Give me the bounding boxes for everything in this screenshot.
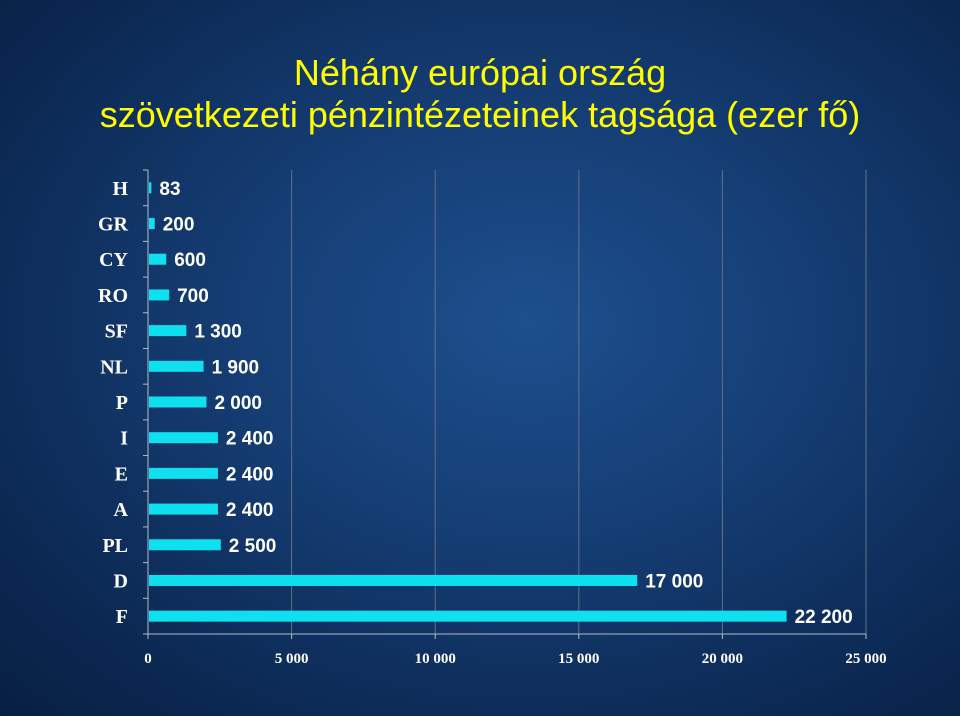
value-label: 17 000 [645,571,703,592]
bar [149,253,167,265]
value-label: 2 400 [226,429,274,450]
category-label: GR [98,214,129,236]
value-label: 22 200 [795,607,853,628]
bar [149,574,638,586]
bar [149,432,218,444]
value-label: 2 400 [226,464,274,485]
category-label: CY [99,249,128,271]
category-label: PL [102,535,128,557]
value-label: 2 500 [229,536,277,557]
category-label: SF [105,321,128,343]
title-line-2: szövetkezeti pénzintézeteinek tagsága (e… [99,94,861,135]
value-label: 1 300 [194,322,242,343]
bar [149,539,221,551]
x-tick-label: 25 000 [845,651,886,667]
bar [149,289,170,301]
x-tick-label: 20 000 [702,651,743,667]
bar [149,503,218,515]
category-label: I [120,428,128,450]
bar [149,467,218,479]
category-label: RO [98,285,128,307]
x-tick-label: 10 000 [415,651,456,667]
x-tick-label: 5 000 [275,651,309,667]
category-label: F [116,606,128,628]
title-line-1: Néhány európai ország [293,52,667,93]
bar [149,610,787,622]
slide-title: Néhány európai ország szövetkezeti pénzi… [0,52,960,136]
bar [149,218,155,230]
bar [149,360,204,372]
value-label: 200 [163,215,195,236]
category-label: NL [100,356,128,378]
category-label: P [116,392,128,414]
category-label: H [112,178,128,200]
x-tick-label: 0 [144,651,152,667]
value-label: 2 000 [214,393,262,414]
value-label: 83 [159,179,180,200]
value-label: 700 [177,286,209,307]
bar [149,325,187,337]
category-label: D [114,570,128,592]
value-label: 1 900 [212,357,260,378]
bar [149,182,152,194]
value-label: 600 [174,250,206,271]
category-label: A [114,499,129,521]
bar [149,396,207,408]
category-label: E [115,463,128,485]
value-label: 2 400 [226,500,274,521]
x-tick-label: 15 000 [558,651,599,667]
